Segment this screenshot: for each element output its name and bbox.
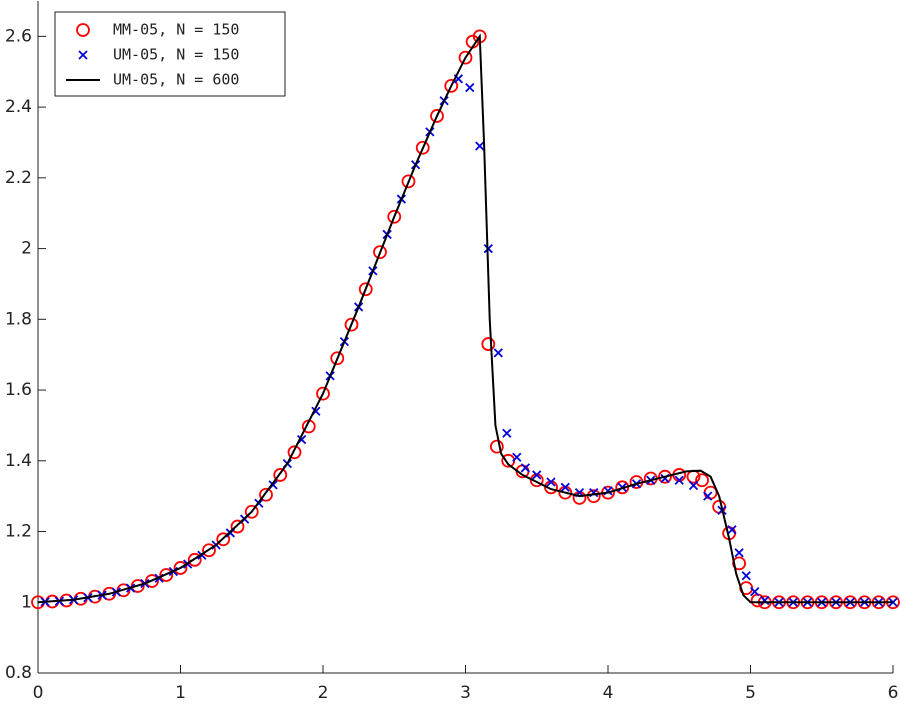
data-point	[734, 548, 744, 558]
data-point	[481, 337, 496, 351]
x-tick-label: 5	[745, 683, 756, 703]
marker-stroke	[532, 470, 542, 480]
x-tick-label: 3	[460, 683, 471, 703]
data-point	[202, 543, 216, 558]
marker-stroke	[688, 480, 699, 491]
legend-swatch	[76, 23, 90, 37]
data-point	[273, 468, 288, 482]
legend-swatch	[78, 50, 88, 60]
marker-stroke	[727, 525, 737, 535]
y-tick-label: 2	[21, 239, 32, 259]
data-point	[244, 504, 259, 519]
marker-stroke	[546, 477, 556, 487]
data-point	[287, 445, 302, 460]
marker-stroke	[512, 452, 522, 462]
marker-stroke	[703, 491, 713, 501]
y-tick-label: 2.2	[5, 168, 32, 188]
data-point	[458, 50, 473, 65]
data-point	[173, 561, 188, 575]
data-point	[444, 78, 459, 93]
data-point	[344, 317, 359, 332]
legend-box	[54, 11, 286, 97]
y-tick-label: 1	[21, 592, 32, 612]
data-point	[316, 386, 330, 401]
data-point	[465, 83, 475, 93]
marker-stroke	[475, 141, 485, 151]
data-point	[586, 489, 601, 504]
legend-label: UM-05, N = 150	[113, 46, 239, 64]
y-tick-label: 2.4	[5, 97, 32, 117]
data-point	[475, 141, 485, 151]
data-point	[674, 475, 684, 485]
data-point	[230, 519, 245, 534]
marker-stroke	[520, 463, 530, 473]
data-point	[187, 552, 202, 567]
data-point	[358, 282, 373, 297]
data-point	[159, 568, 174, 582]
marker-stroke	[502, 428, 512, 438]
marker-stroke	[674, 475, 684, 485]
marker-stroke	[741, 571, 751, 581]
legend-label: MM-05, N = 150	[113, 21, 239, 39]
x-tick-label: 0	[33, 683, 44, 703]
x-tick-label: 2	[318, 683, 329, 703]
data-point	[401, 174, 416, 189]
data-point	[750, 587, 760, 597]
data-point	[532, 470, 542, 480]
data-point	[330, 351, 345, 366]
data-point	[695, 473, 709, 488]
marker-stroke	[78, 50, 88, 60]
x-tick-label: 6	[888, 683, 899, 703]
data-point	[259, 487, 273, 502]
data-point	[741, 571, 751, 581]
data-point	[727, 525, 737, 535]
x-tick-label: 4	[603, 683, 614, 703]
data-point	[546, 477, 556, 487]
marker-stroke	[465, 83, 475, 93]
y-tick-label: 1.2	[5, 522, 32, 542]
data-point	[373, 245, 387, 260]
legend-label: UM-05, N = 600	[113, 71, 239, 89]
y-tick-label: 1.6	[5, 380, 32, 400]
x-tick-label: 1	[175, 683, 186, 703]
data-point	[145, 574, 159, 588]
y-tick-label: 2.6	[5, 26, 32, 46]
data-point	[387, 209, 402, 224]
data-point	[493, 348, 503, 358]
y-tick-label: 0.8	[5, 663, 32, 683]
marker-stroke	[493, 348, 503, 358]
data-point	[703, 491, 713, 501]
y-tick-label: 1.4	[5, 451, 32, 471]
data-point	[430, 109, 444, 123]
legend: MM-05, N = 150 UM-05, N = 150 UM-05, N = 6…	[54, 11, 286, 97]
data-point	[489, 439, 504, 454]
series-line	[37, 33, 893, 604]
data-point	[216, 532, 231, 547]
data-point	[520, 463, 530, 473]
marker-stroke	[734, 548, 744, 558]
data-point	[688, 480, 699, 491]
marker-stroke	[453, 74, 464, 84]
marker-stroke	[750, 587, 760, 597]
data-point	[512, 452, 522, 462]
y-tick-label: 1.8	[5, 309, 32, 329]
marker-stroke	[560, 482, 570, 492]
data-point	[502, 428, 512, 438]
data-point	[760, 595, 770, 606]
data-point	[658, 469, 672, 484]
data-point	[415, 140, 430, 155]
data-point	[560, 482, 570, 492]
